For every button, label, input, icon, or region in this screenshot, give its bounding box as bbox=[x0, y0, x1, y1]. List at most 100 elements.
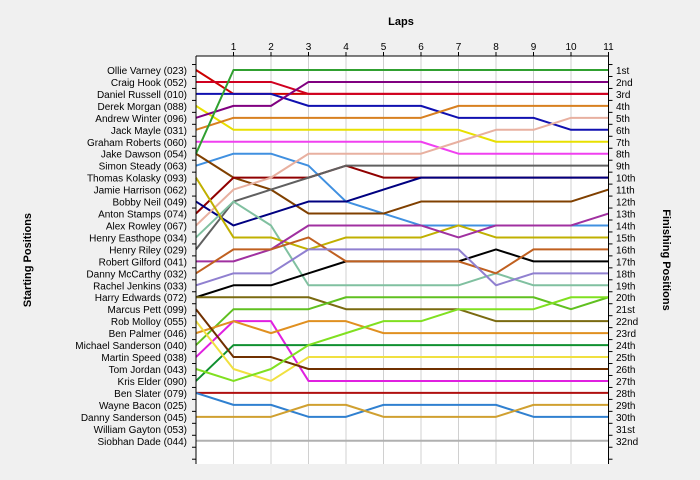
series-line-18 bbox=[195, 248, 609, 287]
finish-label: 8th bbox=[616, 150, 630, 161]
tick-label-lap-2: 2 bbox=[268, 42, 274, 53]
start-label: Craig Hook (052) bbox=[111, 78, 187, 89]
finish-label: 6th bbox=[616, 126, 630, 137]
start-label: Marcus Pett (099) bbox=[108, 305, 187, 316]
start-label: Graham Roberts (060) bbox=[87, 138, 187, 149]
start-label: Danny Sanderson (045) bbox=[81, 413, 187, 424]
series-line-17 bbox=[195, 236, 609, 275]
start-label: Jamie Harrison (062) bbox=[94, 186, 187, 197]
start-label: Tom Jordan (043) bbox=[109, 365, 187, 376]
tick-label-lap-7: 7 bbox=[456, 42, 462, 53]
finish-label: 30th bbox=[616, 413, 635, 424]
tick-label-lap-11: 11 bbox=[603, 42, 614, 53]
series-line-6 bbox=[196, 140, 609, 155]
series-line-23 bbox=[195, 344, 609, 382]
finish-label: 24th bbox=[616, 341, 635, 352]
finish-label: 10th bbox=[616, 174, 635, 185]
start-label: Rachel Jenkins (033) bbox=[93, 281, 187, 292]
start-label: Henry Easthope (034) bbox=[89, 233, 187, 244]
series-line-30 bbox=[196, 403, 609, 418]
finish-label: 3rd bbox=[616, 90, 630, 101]
start-label: Thomas Kolasky (093) bbox=[87, 174, 187, 185]
chart-title: Laps bbox=[388, 16, 414, 28]
series-line-14 bbox=[195, 177, 609, 251]
series-line-20 bbox=[195, 296, 609, 346]
tick-label-lap-1: 1 bbox=[231, 42, 237, 53]
series-line-1 bbox=[196, 80, 609, 95]
series-line-3 bbox=[195, 105, 609, 143]
start-label: Wayne Bacon (025) bbox=[99, 401, 187, 412]
finish-label: 21st bbox=[616, 305, 635, 316]
start-label: Jack Mayle (031) bbox=[111, 126, 187, 137]
series-line-24 bbox=[195, 320, 609, 382]
tick-label-lap-4: 4 bbox=[343, 42, 349, 53]
label-layer: 1 2 3 4 5 6 7 8 9 10 11 Ollie Varney (023)Craig Hoo… bbox=[75, 42, 638, 448]
series-line-26 bbox=[195, 296, 609, 382]
tick-label-lap-9: 9 bbox=[531, 42, 537, 53]
start-label: William Gayton (053) bbox=[94, 425, 187, 436]
series-line-22 bbox=[195, 320, 609, 335]
start-label: Anton Stamps (074) bbox=[98, 210, 187, 221]
series-line-8 bbox=[195, 152, 609, 215]
finish-label: 19th bbox=[616, 281, 635, 292]
start-label: Rob Molloy (055) bbox=[111, 317, 187, 328]
series-line-29 bbox=[195, 391, 609, 418]
tick-label-lap-5: 5 bbox=[381, 42, 387, 53]
finish-label: 4th bbox=[616, 102, 630, 113]
start-label: Henry Riley (029) bbox=[109, 245, 187, 256]
finish-label: 15th bbox=[616, 233, 635, 244]
finish-label: 23rd bbox=[616, 329, 636, 340]
start-label: Bobby Neil (049) bbox=[113, 198, 187, 209]
finish-label: 1st bbox=[616, 66, 630, 77]
y-axis-label-right: Finishing Positions bbox=[660, 209, 672, 310]
start-label: Ben Palmer (046) bbox=[109, 329, 187, 340]
finish-label: 31st bbox=[616, 425, 635, 436]
start-label: Jake Dawson (054) bbox=[101, 150, 187, 161]
start-label: Ollie Varney (023) bbox=[107, 66, 187, 77]
start-label: Kris Elder (090) bbox=[118, 377, 187, 388]
finish-label: 26th bbox=[616, 365, 635, 376]
finish-label: 11th bbox=[616, 186, 635, 197]
finish-label: 27th bbox=[616, 377, 635, 388]
finish-label: 13th bbox=[616, 210, 635, 221]
finish-label: 2nd bbox=[616, 78, 633, 89]
series-line-4 bbox=[195, 80, 609, 119]
start-label: Andrew Winter (096) bbox=[95, 114, 187, 125]
series-line-10 bbox=[195, 164, 609, 251]
finish-label: 28th bbox=[616, 389, 635, 400]
series-line-13 bbox=[195, 116, 609, 227]
finish-label: 12th bbox=[616, 198, 635, 209]
finish-label: 14th bbox=[616, 221, 635, 232]
start-label: Siobhan Dade (044) bbox=[97, 437, 187, 448]
axis-layer bbox=[192, 52, 613, 464]
start-label: Harry Edwards (072) bbox=[95, 293, 187, 304]
tick-label-lap-10: 10 bbox=[565, 42, 577, 53]
series-line-11 bbox=[195, 176, 609, 227]
finish-label: 20th bbox=[616, 293, 635, 304]
series-line-19 bbox=[196, 296, 609, 323]
finish-label: 5th bbox=[616, 114, 630, 125]
finish-label: 17th bbox=[616, 257, 635, 268]
finish-label: 22nd bbox=[616, 317, 638, 328]
start-label: Derek Morgan (088) bbox=[98, 102, 187, 113]
series-line-27 bbox=[195, 69, 609, 155]
finish-label: 18th bbox=[616, 269, 635, 280]
start-label: Alex Rowley (067) bbox=[106, 221, 187, 232]
start-label: Michael Sanderson (040) bbox=[75, 341, 187, 352]
series-line-25 bbox=[195, 308, 609, 370]
series-line-12 bbox=[195, 200, 609, 287]
finish-label: 32nd bbox=[616, 437, 638, 448]
series-line-5 bbox=[195, 104, 609, 131]
finish-label: 7th bbox=[616, 138, 630, 149]
start-label: Martin Speed (038) bbox=[101, 353, 187, 364]
start-label: Robert Gilford (041) bbox=[99, 257, 187, 268]
finish-label: 25th bbox=[616, 353, 635, 364]
tick-label-lap-6: 6 bbox=[418, 42, 424, 53]
finish-label: 16th bbox=[616, 245, 635, 256]
tick-label-lap-8: 8 bbox=[493, 42, 499, 53]
series-line-21 bbox=[195, 320, 609, 382]
plot-area bbox=[196, 56, 609, 464]
finish-label: 29th bbox=[616, 401, 635, 412]
start-label: Simon Steady (063) bbox=[99, 162, 187, 173]
